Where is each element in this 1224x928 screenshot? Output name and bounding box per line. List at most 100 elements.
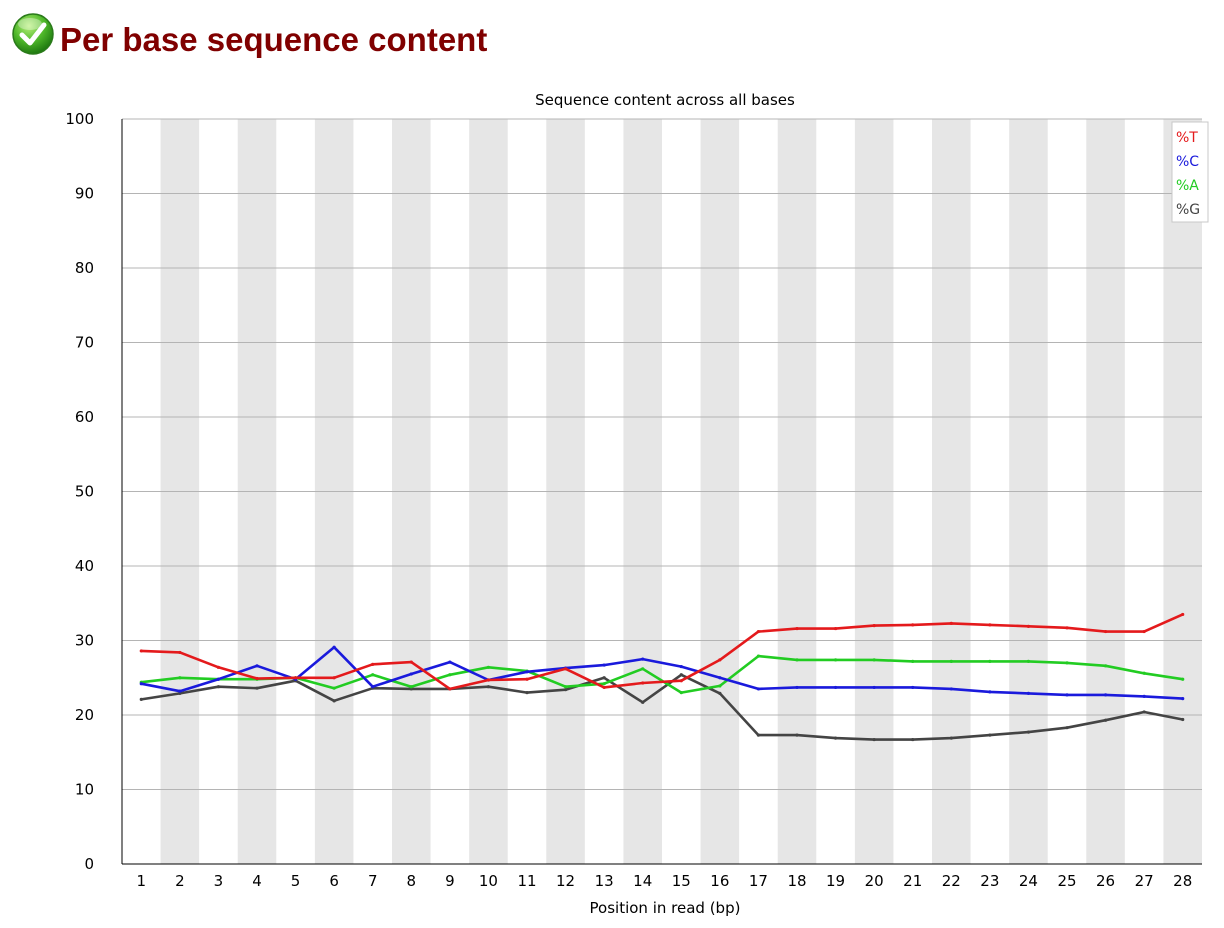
data-point <box>718 691 722 695</box>
x-tick-label: 23 <box>980 872 999 890</box>
data-point <box>949 659 953 663</box>
data-point <box>833 658 838 662</box>
y-tick-label: 80 <box>75 259 94 277</box>
data-point <box>216 677 221 681</box>
y-tick-label: 40 <box>75 557 94 575</box>
data-point <box>679 679 683 683</box>
module-header: Per base sequence content <box>10 8 487 60</box>
data-point <box>718 676 722 680</box>
y-tick-labels: 0 10 20 30 40 50 60 70 80 90 100 <box>65 110 94 873</box>
data-point <box>911 659 915 663</box>
data-point <box>486 678 491 682</box>
data-point <box>332 699 336 703</box>
legend-box <box>1171 121 1209 223</box>
data-point <box>641 700 645 704</box>
data-point <box>949 687 953 691</box>
series-line <box>141 673 1183 741</box>
data-point <box>178 691 182 695</box>
data-point <box>602 676 606 680</box>
x-tick-label: 15 <box>672 872 691 890</box>
data-point <box>371 685 375 689</box>
data-point <box>371 662 375 666</box>
legend-item: %C <box>1176 154 1199 170</box>
chart-title: Sequence content across all bases <box>535 91 795 109</box>
series-line <box>141 645 1183 700</box>
data-point <box>679 691 683 695</box>
series-lines <box>139 612 1185 742</box>
data-point <box>1103 718 1108 722</box>
data-point <box>563 688 568 692</box>
data-point <box>1103 664 1108 668</box>
data-point <box>756 629 761 634</box>
data-point <box>679 664 683 669</box>
data-point <box>1065 661 1069 665</box>
data-point <box>293 676 298 680</box>
data-point <box>563 685 568 689</box>
data-point <box>139 649 143 653</box>
x-tick-label: 22 <box>942 872 961 890</box>
y-tick-label: 90 <box>75 185 94 203</box>
x-tick-label: 25 <box>1057 872 1076 890</box>
series-line <box>141 613 1184 691</box>
x-tick-label: 27 <box>1135 872 1154 890</box>
data-point <box>1142 694 1146 698</box>
data-point <box>1142 671 1146 675</box>
legend-item: %A <box>1176 178 1199 194</box>
data-point <box>602 663 606 667</box>
x-tick-label: 26 <box>1096 872 1115 890</box>
data-point <box>718 684 722 688</box>
data-point <box>988 733 992 737</box>
x-tick-label: 28 <box>1173 872 1192 890</box>
data-point <box>602 685 606 690</box>
x-tick-label: 3 <box>214 872 224 890</box>
data-point <box>602 682 606 686</box>
x-tick-label: 1 <box>137 872 147 890</box>
axes <box>121 119 1202 865</box>
data-point <box>1181 697 1185 701</box>
x-tick-label: 2 <box>175 872 185 890</box>
x-tick-label: 11 <box>517 872 536 890</box>
data-point <box>1026 691 1031 695</box>
data-point <box>949 621 953 625</box>
data-point <box>139 682 143 686</box>
data-point <box>178 676 182 680</box>
data-point <box>1142 629 1146 634</box>
data-point <box>525 670 529 674</box>
legend: %T %C %A %G <box>1171 121 1209 223</box>
data-point <box>178 689 182 693</box>
data-point <box>872 658 876 662</box>
data-point <box>1065 726 1069 730</box>
data-point <box>988 659 992 663</box>
data-point <box>255 686 259 690</box>
data-point <box>641 667 645 671</box>
x-tick-label: 24 <box>1019 872 1038 890</box>
data-point <box>409 660 413 664</box>
y-tick-label: 60 <box>75 408 94 426</box>
data-point <box>448 687 452 691</box>
gridlines <box>122 118 1202 790</box>
data-point <box>525 691 529 695</box>
data-point <box>795 733 799 737</box>
x-tick-label: 12 <box>556 872 575 890</box>
x-tick-label: 18 <box>787 872 806 890</box>
data-point <box>178 650 182 655</box>
data-point <box>756 654 761 658</box>
x-tick-label: 8 <box>407 872 417 890</box>
data-point <box>1065 693 1069 697</box>
data-point <box>255 676 259 681</box>
y-tick-label: 30 <box>75 632 94 650</box>
x-tick-labels: 1 2 3 4 5 6 7 8 9 10 11 12 13 14 15 16 17 18 19 20 21 22 23 24 2… <box>137 872 1193 890</box>
data-point <box>795 685 799 690</box>
data-point <box>563 667 568 671</box>
x-tick-label: 10 <box>479 872 498 890</box>
data-point <box>525 677 529 681</box>
data-point <box>756 687 761 691</box>
data-point <box>255 664 259 668</box>
x-tick-label: 20 <box>865 872 884 890</box>
y-tick-label: 50 <box>75 483 94 501</box>
data-point <box>756 733 761 737</box>
x-tick-label: 5 <box>291 872 301 890</box>
data-point <box>833 736 838 740</box>
data-point <box>1181 612 1185 617</box>
